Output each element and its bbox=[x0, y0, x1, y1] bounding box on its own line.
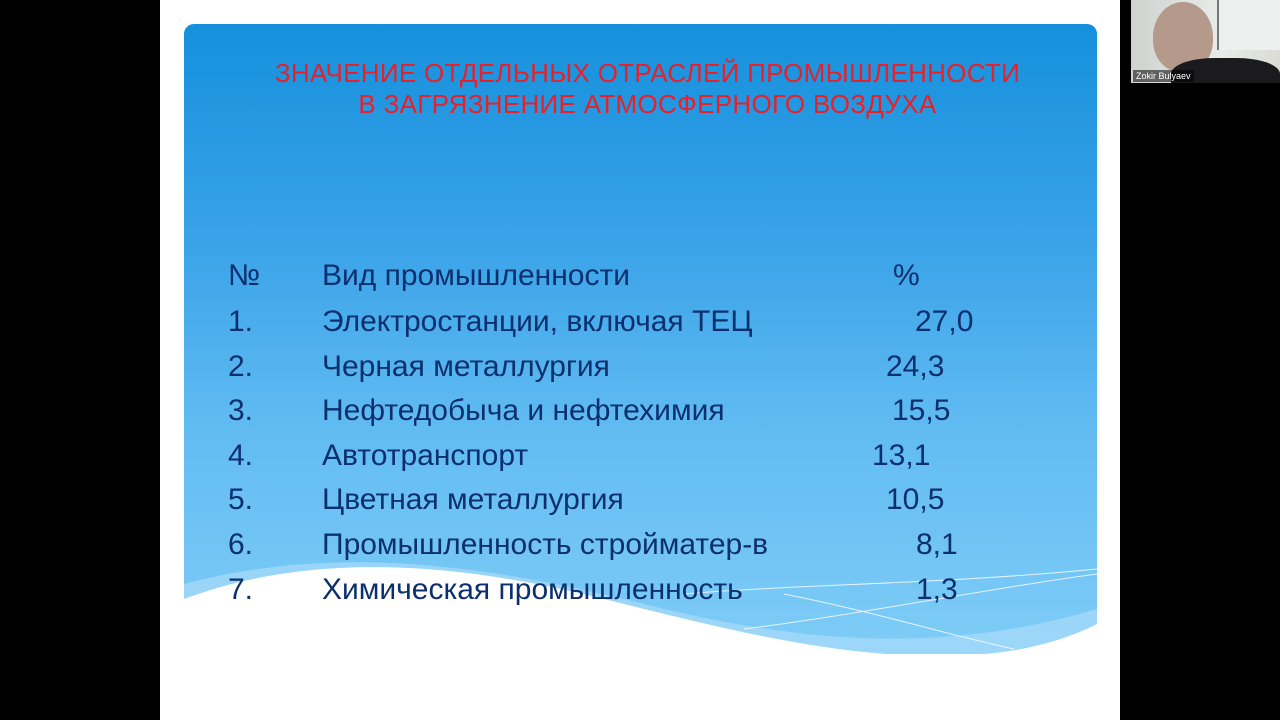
row-number: 3. bbox=[228, 394, 254, 427]
row-number: 2. bbox=[228, 350, 254, 383]
table-row: 1. Электростанции, включая ТЕЦ 27,0 bbox=[160, 302, 1120, 342]
row-percent: 24,3 bbox=[886, 350, 945, 383]
participant-name-label: Zokir Bulyaev bbox=[1133, 70, 1194, 82]
row-industry: Промышленность стройматер-в bbox=[322, 528, 769, 561]
participant-video-thumbnail[interactable]: Zokir Bulyaev bbox=[1131, 0, 1280, 83]
row-number: 7. bbox=[228, 573, 254, 606]
table-row: 2. Черная металлургия 24,3 bbox=[160, 347, 1120, 387]
header-number: № bbox=[228, 259, 261, 292]
row-industry: Химическая промышленность bbox=[322, 573, 743, 606]
row-percent: 15,5 bbox=[892, 394, 951, 427]
row-percent: 27,0 bbox=[915, 305, 974, 338]
row-industry: Нефтедобыча и нефтехимия bbox=[322, 394, 725, 427]
header-industry: Вид промышленности bbox=[322, 259, 630, 292]
row-percent: 1,3 bbox=[916, 573, 958, 606]
title-line: В ЗАГРЯЗНЕНИЕ АТМОСФЕРНОГО ВОЗДУХА bbox=[358, 89, 937, 119]
header-percent: % bbox=[893, 259, 920, 292]
row-number: 1. bbox=[228, 305, 254, 338]
table-header: № Вид промышленности % bbox=[160, 256, 1120, 296]
row-industry: Электростанции, включая ТЕЦ bbox=[322, 305, 753, 338]
row-number: 4. bbox=[228, 439, 254, 472]
slide-background-panel bbox=[184, 24, 1097, 654]
row-number: 5. bbox=[228, 483, 254, 516]
row-industry: Черная металлургия bbox=[322, 350, 610, 383]
whiteboard-background bbox=[1217, 0, 1280, 50]
row-industry: Автотранспорт bbox=[322, 439, 529, 472]
shared-slide: ЗНАЧЕНИЕ ОТДЕЛЬНЫХ ОТРАСЛЕЙ ПРОМЫШЛЕННОС… bbox=[160, 0, 1120, 720]
row-number: 6. bbox=[228, 528, 254, 561]
table-row: 6. Промышленность стройматер-в 8,1 bbox=[160, 525, 1120, 565]
row-percent: 10,5 bbox=[886, 483, 945, 516]
slide-title: ЗНАЧЕНИЕ ОТДЕЛЬНЫХ ОТРАСЛЕЙ ПРОМЫШЛЕННОС… bbox=[184, 58, 1111, 120]
table-row: 3. Нефтедобыча и нефтехимия 15,5 bbox=[160, 391, 1120, 431]
wave-decoration bbox=[184, 562, 1097, 654]
row-percent: 13,1 bbox=[872, 439, 931, 472]
table-row: 7. Химическая промышленность 1,3 bbox=[160, 570, 1120, 610]
table-row: 4. Автотранспорт 13,1 bbox=[160, 436, 1120, 476]
title-line: ЗНАЧЕНИЕ ОТДЕЛЬНЫХ ОТРАСЛЕЙ ПРОМЫШЛЕННОС… bbox=[274, 58, 1021, 88]
row-industry: Цветная металлургия bbox=[322, 483, 624, 516]
row-percent: 8,1 bbox=[916, 528, 958, 561]
table-row: 5. Цветная металлургия 10,5 bbox=[160, 480, 1120, 520]
